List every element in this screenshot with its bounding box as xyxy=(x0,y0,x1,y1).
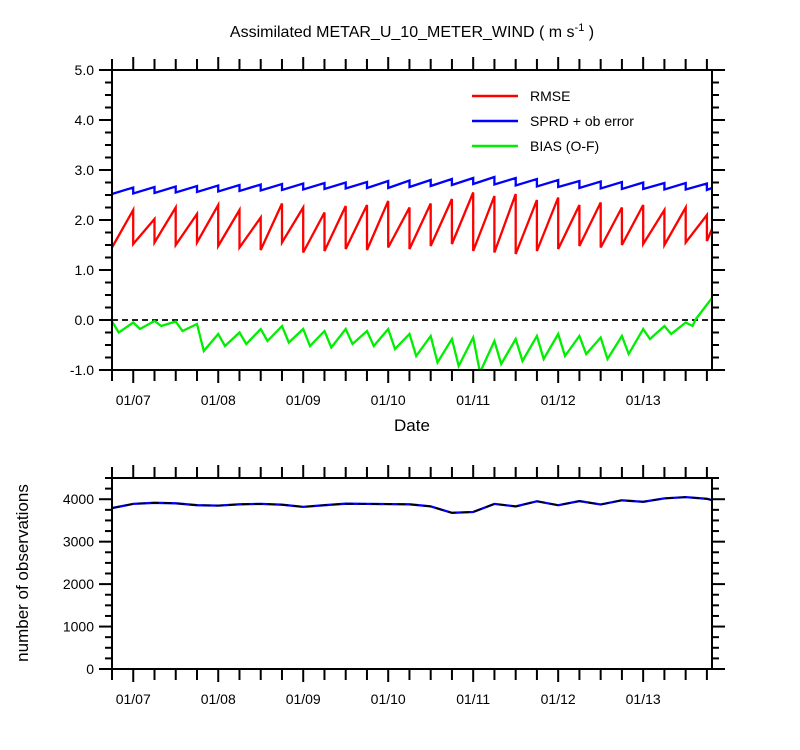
x-tick-label: 01/07 xyxy=(116,392,151,408)
x-tick-label: 01/09 xyxy=(286,691,321,707)
chart-title-suffix: ) xyxy=(584,24,594,41)
chart-title-main: Assimilated METAR_U_10_METER_WIND ( m s xyxy=(230,24,575,41)
x-axis-title-date: Date xyxy=(394,416,430,435)
y-tick-label: 4.0 xyxy=(75,112,95,128)
chart-title-superscript: -1 xyxy=(575,22,585,34)
x-tick-label: 01/11 xyxy=(456,691,490,707)
x-tick-label: 01/13 xyxy=(626,392,661,408)
x-tick-label: 01/10 xyxy=(371,691,406,707)
y-tick-label: 3.0 xyxy=(75,162,95,178)
y-tick-label: 2000 xyxy=(63,576,94,592)
legend-item-sprd: SPRD + ob error xyxy=(472,113,634,129)
y-tick-label: 2.0 xyxy=(75,212,95,228)
plot-box xyxy=(111,477,713,670)
series-line-rmse xyxy=(112,192,712,255)
y-tick-label: 1.0 xyxy=(75,262,95,278)
y-tick-label: 5.0 xyxy=(75,62,95,78)
y-tick-label: 4000 xyxy=(63,491,94,507)
chart-title: Assimilated METAR_U_10_METER_WIND ( m s-… xyxy=(230,22,594,41)
x-tick-label: 01/13 xyxy=(626,691,661,707)
x-tick-label: 01/08 xyxy=(201,392,236,408)
top-panel: 01/07 01/08 01/09 01/10 01/11 01/12 01/13 -1.0 0… xyxy=(70,57,725,408)
series-line-bias-o-f- xyxy=(112,297,712,370)
legend-label-sprd: SPRD + ob error xyxy=(530,113,634,129)
x-tick-label: 01/07 xyxy=(116,691,151,707)
y-tick-label: 3000 xyxy=(63,534,94,550)
x-tick-label: 01/08 xyxy=(201,691,236,707)
legend-label-rmse: RMSE xyxy=(530,88,570,104)
x-tick-label: 01/09 xyxy=(286,392,321,408)
plot-box xyxy=(111,69,713,371)
bottom-panel: 01/07 01/08 01/09 01/10 01/11 01/12 01/13 0 1000… xyxy=(63,465,725,707)
legend-label-bias: BIAS (O-F) xyxy=(530,138,599,154)
x-tick-label: 01/12 xyxy=(541,691,576,707)
x-tick-label: 01/11 xyxy=(456,392,490,408)
y-axis-title-observations: number of observations xyxy=(13,484,32,662)
y-tick-label: 0.0 xyxy=(75,312,95,328)
y-tick-label: 0 xyxy=(86,661,94,677)
legend-item-bias: BIAS (O-F) xyxy=(472,138,599,154)
x-tick-label: 01/10 xyxy=(371,392,406,408)
series-line-number-of-observations xyxy=(112,495,712,514)
y-tick-label: -1.0 xyxy=(70,362,94,378)
y-tick-label: 1000 xyxy=(63,619,94,635)
x-tick-label: 01/12 xyxy=(541,392,576,408)
series-line-sprd-ob-error xyxy=(112,175,712,196)
legend: RMSE SPRD + ob error BIAS (O-F) xyxy=(472,88,634,154)
legend-item-rmse: RMSE xyxy=(472,88,570,104)
